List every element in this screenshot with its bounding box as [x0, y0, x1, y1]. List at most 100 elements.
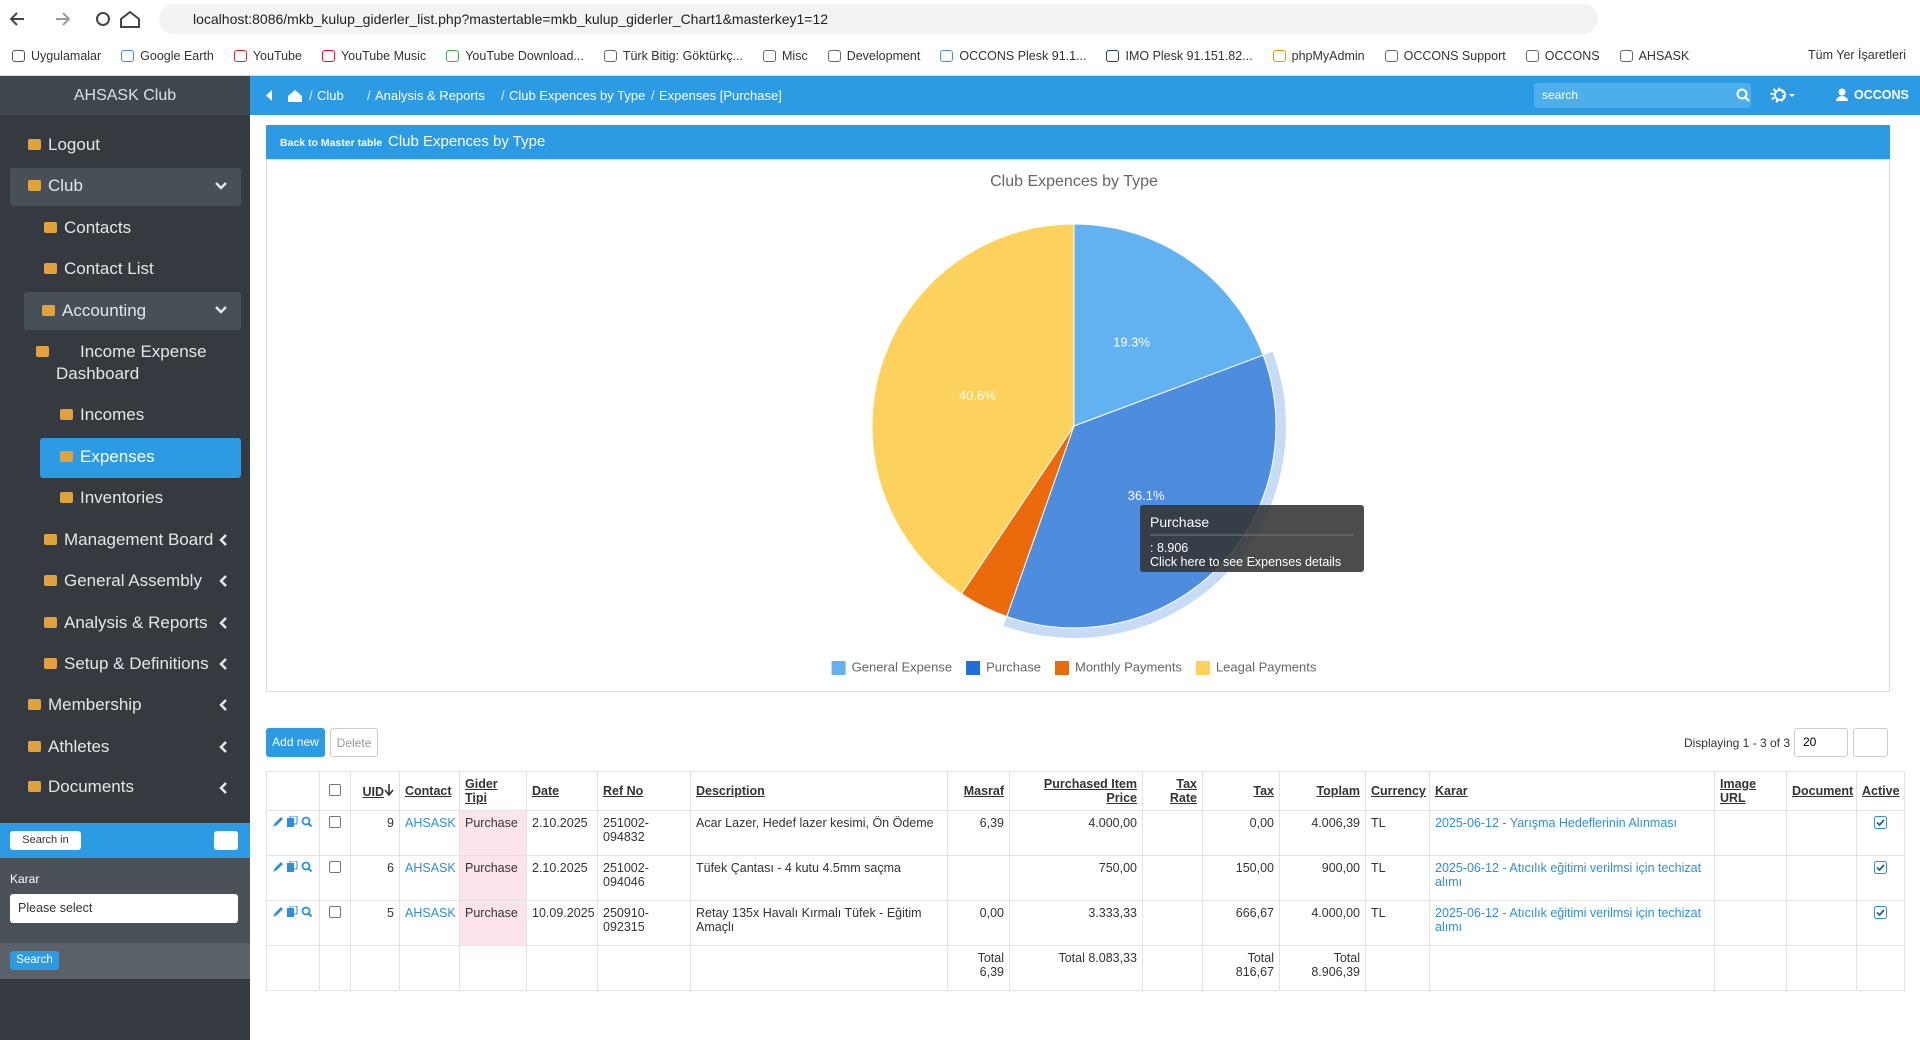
- cell: Total 6,39: [947, 945, 1010, 991]
- cell: Total 816,67: [1202, 945, 1280, 991]
- address-bar[interactable]: localhost:8086/mkb_kulup_giderler_list.p…: [159, 4, 1598, 34]
- sort-link[interactable]: Purchased Item Price: [1043, 777, 1137, 805]
- breadcrumb[interactable]: Club Expences by Type: [509, 88, 646, 103]
- sort-link[interactable]: Currency: [1371, 784, 1426, 798]
- add-button[interactable]: Add new: [266, 728, 325, 757]
- row-checkbox[interactable]: [329, 906, 341, 918]
- cell: 0,00: [947, 900, 1010, 946]
- svg-text:/: /: [367, 88, 371, 103]
- header-cell: UID: [350, 771, 400, 811]
- menu-item[interactable]: General Assembly: [44, 571, 202, 590]
- cell-text[interactable]: AHSASK: [405, 906, 456, 920]
- row-checkbox[interactable]: [329, 816, 341, 828]
- header-cell: Date: [526, 771, 598, 811]
- menu-item[interactable]: Management Board: [43, 530, 214, 549]
- menu-item[interactable]: Setup & Definitions: [44, 654, 209, 673]
- bookmark[interactable]: OCCONS Plesk 91.1...: [940, 49, 1086, 63]
- action-icons[interactable]: [272, 905, 314, 918]
- menu-item[interactable]: Incomes: [59, 405, 145, 424]
- user-menu[interactable]: OCCONS: [1854, 88, 1909, 102]
- sort-link[interactable]: Description: [696, 784, 765, 798]
- sort-link[interactable]: Masraf: [963, 784, 1004, 798]
- nav-buttons[interactable]: [10, 8, 140, 30]
- legend-label[interactable]: Monthly Payments: [1075, 659, 1182, 674]
- menu-item[interactable]: Athletes: [27, 737, 110, 756]
- chart[interactable]: Club Expences by Type 19.3% 36.1% 40.6% Gene…: [267, 160, 1889, 691]
- sort-link[interactable]: Gider Tipi: [465, 777, 498, 805]
- sort-link[interactable]: Tax Rate: [1169, 777, 1197, 805]
- all-bookmarks[interactable]: Tüm Yer İşaretleri: [1808, 48, 1906, 62]
- sort-link[interactable]: Document: [1792, 784, 1854, 798]
- bookmark[interactable]: phpMyAdmin: [1272, 49, 1365, 63]
- sort-link[interactable]: Ref No: [603, 784, 644, 798]
- sort-link[interactable]: Contact: [405, 784, 452, 798]
- select-all[interactable]: [329, 783, 341, 796]
- breadcrumb[interactable]: Analysis & Reports: [375, 88, 485, 103]
- bookmark[interactable]: Uygulamalar: [12, 49, 101, 63]
- bookmark[interactable]: YouTube Music: [321, 49, 426, 63]
- bookmark[interactable]: Google Earth: [121, 49, 214, 63]
- select[interactable]: Please select: [10, 894, 238, 923]
- brand[interactable]: AHSASK Club: [0, 76, 250, 115]
- sort-link[interactable]: Toplam: [1316, 784, 1360, 798]
- breadcrumb[interactable]: Club: [317, 88, 344, 103]
- menu-item[interactable]: Income Expense Dashboard: [36, 341, 226, 385]
- cell: [1786, 810, 1857, 856]
- sort-link[interactable]: Image URL: [1720, 777, 1757, 805]
- bookmark[interactable]: OCCONS: [1525, 49, 1600, 63]
- menu-item[interactable]: Analysis & Reports: [44, 613, 208, 632]
- menu-item[interactable]: Club: [28, 176, 83, 195]
- slice[interactable]: [871, 223, 1075, 595]
- bookmark[interactable]: Misc: [763, 49, 808, 63]
- search-in-button[interactable]: Search in: [10, 831, 81, 850]
- row-select: [319, 855, 351, 901]
- search-button[interactable]: Search: [10, 951, 59, 970]
- menu-item[interactable]: Expenses: [60, 447, 155, 466]
- legend-label[interactable]: Leagal Payments: [1216, 659, 1317, 674]
- menu-item[interactable]: Documents: [28, 777, 134, 796]
- slice[interactable]: [1073, 223, 1264, 427]
- options-button[interactable]: [214, 831, 238, 850]
- cell: [1856, 945, 1905, 991]
- cell-text[interactable]: AHSASK: [405, 861, 456, 875]
- cell-text[interactable]: AHSASK: [405, 816, 456, 830]
- bookmark[interactable]: Türk Bitig: Göktürkç...: [603, 49, 743, 63]
- cell-text: 10.09.2025: [532, 906, 595, 920]
- bookmark[interactable]: YouTube Download...: [446, 49, 584, 63]
- bookmark[interactable]: AHSASK: [1619, 49, 1689, 63]
- sort-link[interactable]: Active: [1862, 784, 1900, 798]
- bookmark[interactable]: IMO Plesk 91.151.82...: [1106, 49, 1253, 63]
- sort-link[interactable]: Tax: [1253, 784, 1274, 798]
- menu-item[interactable]: Accounting: [41, 301, 147, 320]
- cell-text: Purchase: [465, 816, 518, 830]
- menu-item[interactable]: Membership: [28, 695, 142, 714]
- menu-open-bg: [24, 292, 241, 330]
- search-input[interactable]: search: [1534, 83, 1751, 108]
- bookmark[interactable]: Development: [827, 49, 920, 63]
- row-checkbox[interactable]: [329, 861, 341, 873]
- menu-item[interactable]: Logout: [28, 135, 100, 154]
- menu-item[interactable]: Contacts: [43, 218, 132, 237]
- cell-text[interactable]: 2025-06-12 - Atıcılık eğitimi verilmsi i…: [1435, 906, 1702, 934]
- top-nav: Club Analysis & Reports Club Expences by…: [250, 76, 1920, 115]
- bookmark[interactable]: OCCONS Support: [1384, 49, 1506, 63]
- sort-link[interactable]: Date: [532, 784, 560, 798]
- menu-item[interactable]: Inventories: [59, 488, 164, 507]
- cell: [1714, 945, 1787, 991]
- menu-item[interactable]: Contact List: [44, 259, 154, 278]
- action-icons[interactable]: [272, 815, 314, 828]
- legend-label[interactable]: Purchase: [986, 659, 1041, 674]
- delete-button[interactable]: Delete: [330, 728, 378, 757]
- print-button[interactable]: [1853, 728, 1888, 757]
- cell-text[interactable]: 2025-06-12 - Atıcılık eğitimi verilmsi i…: [1435, 861, 1702, 889]
- cell-text[interactable]: 2025-06-12 - Yarışma Hedeflerinin Alınma…: [1435, 816, 1678, 830]
- sort-link[interactable]: Karar: [1435, 784, 1468, 798]
- action-icons[interactable]: [272, 860, 314, 873]
- back-link[interactable]: Back to Master table: [280, 137, 383, 149]
- tooltip-box: [1140, 505, 1364, 572]
- bookmark[interactable]: YouTube: [233, 49, 302, 63]
- sort-link[interactable]: UID: [362, 784, 384, 799]
- page-size[interactable]: 20: [1794, 728, 1848, 757]
- bookmark-label: IMO Plesk 91.151.82...: [1125, 49, 1253, 63]
- legend-label[interactable]: General Expense: [852, 659, 952, 674]
